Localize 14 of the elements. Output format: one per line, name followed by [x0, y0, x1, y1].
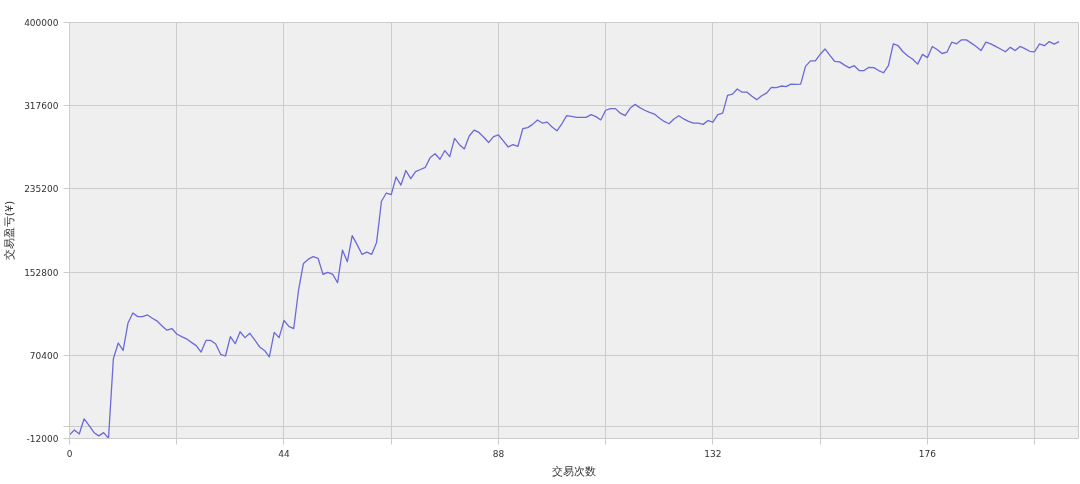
line-series [69, 39, 1060, 439]
y-tick-label: 235200 [24, 184, 59, 195]
y-tick-label: -12000 [26, 434, 59, 444]
x-tick-label: 88 [492, 448, 505, 459]
y-tick-label: 317600 [24, 101, 59, 112]
x-tick-label: 0 [66, 448, 73, 459]
x-axis-title: 交易次数 [552, 464, 596, 478]
y-tick-label: 400000 [24, 18, 59, 28]
y-axis-title: 交易盈亏(¥) [3, 200, 17, 261]
y-tick-label: 70400 [29, 350, 59, 361]
y-tick-label: 152800 [24, 267, 59, 278]
x-tick-label: 44 [278, 448, 290, 459]
x-tick-label: 176 [918, 448, 937, 459]
x-tick-label: 132 [704, 448, 722, 459]
